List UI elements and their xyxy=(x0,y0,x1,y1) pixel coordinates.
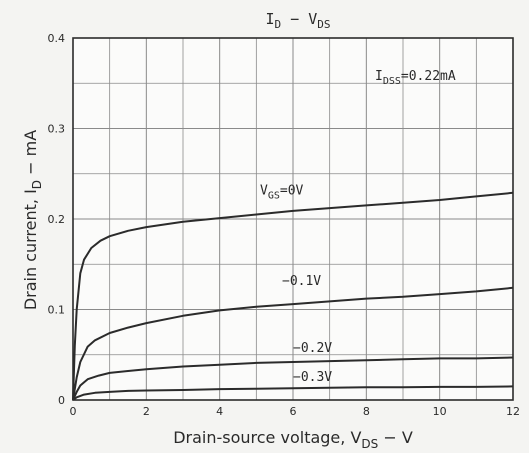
series-label: −0.1V xyxy=(282,274,321,289)
y-tick-label: 0.1 xyxy=(48,304,66,317)
y-tick-label: 0.4 xyxy=(48,32,66,45)
chart-title: ID − VDS xyxy=(265,10,330,31)
y-tick-label: 0 xyxy=(58,394,65,407)
x-tick-label: 4 xyxy=(216,405,223,418)
x-tick-label: 2 xyxy=(143,405,150,418)
y-tick-label: 0.3 xyxy=(48,123,66,136)
x-tick-label: 8 xyxy=(363,405,370,418)
series-label: −0.2V xyxy=(293,341,332,356)
x-tick-label: 0 xyxy=(70,405,77,418)
y-tick-label: 0.2 xyxy=(48,213,66,226)
x-tick-label: 12 xyxy=(506,405,520,418)
series-label: −0.3V xyxy=(293,370,332,385)
x-tick-label: 6 xyxy=(290,405,297,418)
x-axis-label: Drain-source voltage, VDS − V xyxy=(173,428,413,451)
x-tick-label: 10 xyxy=(433,405,447,418)
y-axis-label: Drain current, ID − mA xyxy=(21,130,44,310)
